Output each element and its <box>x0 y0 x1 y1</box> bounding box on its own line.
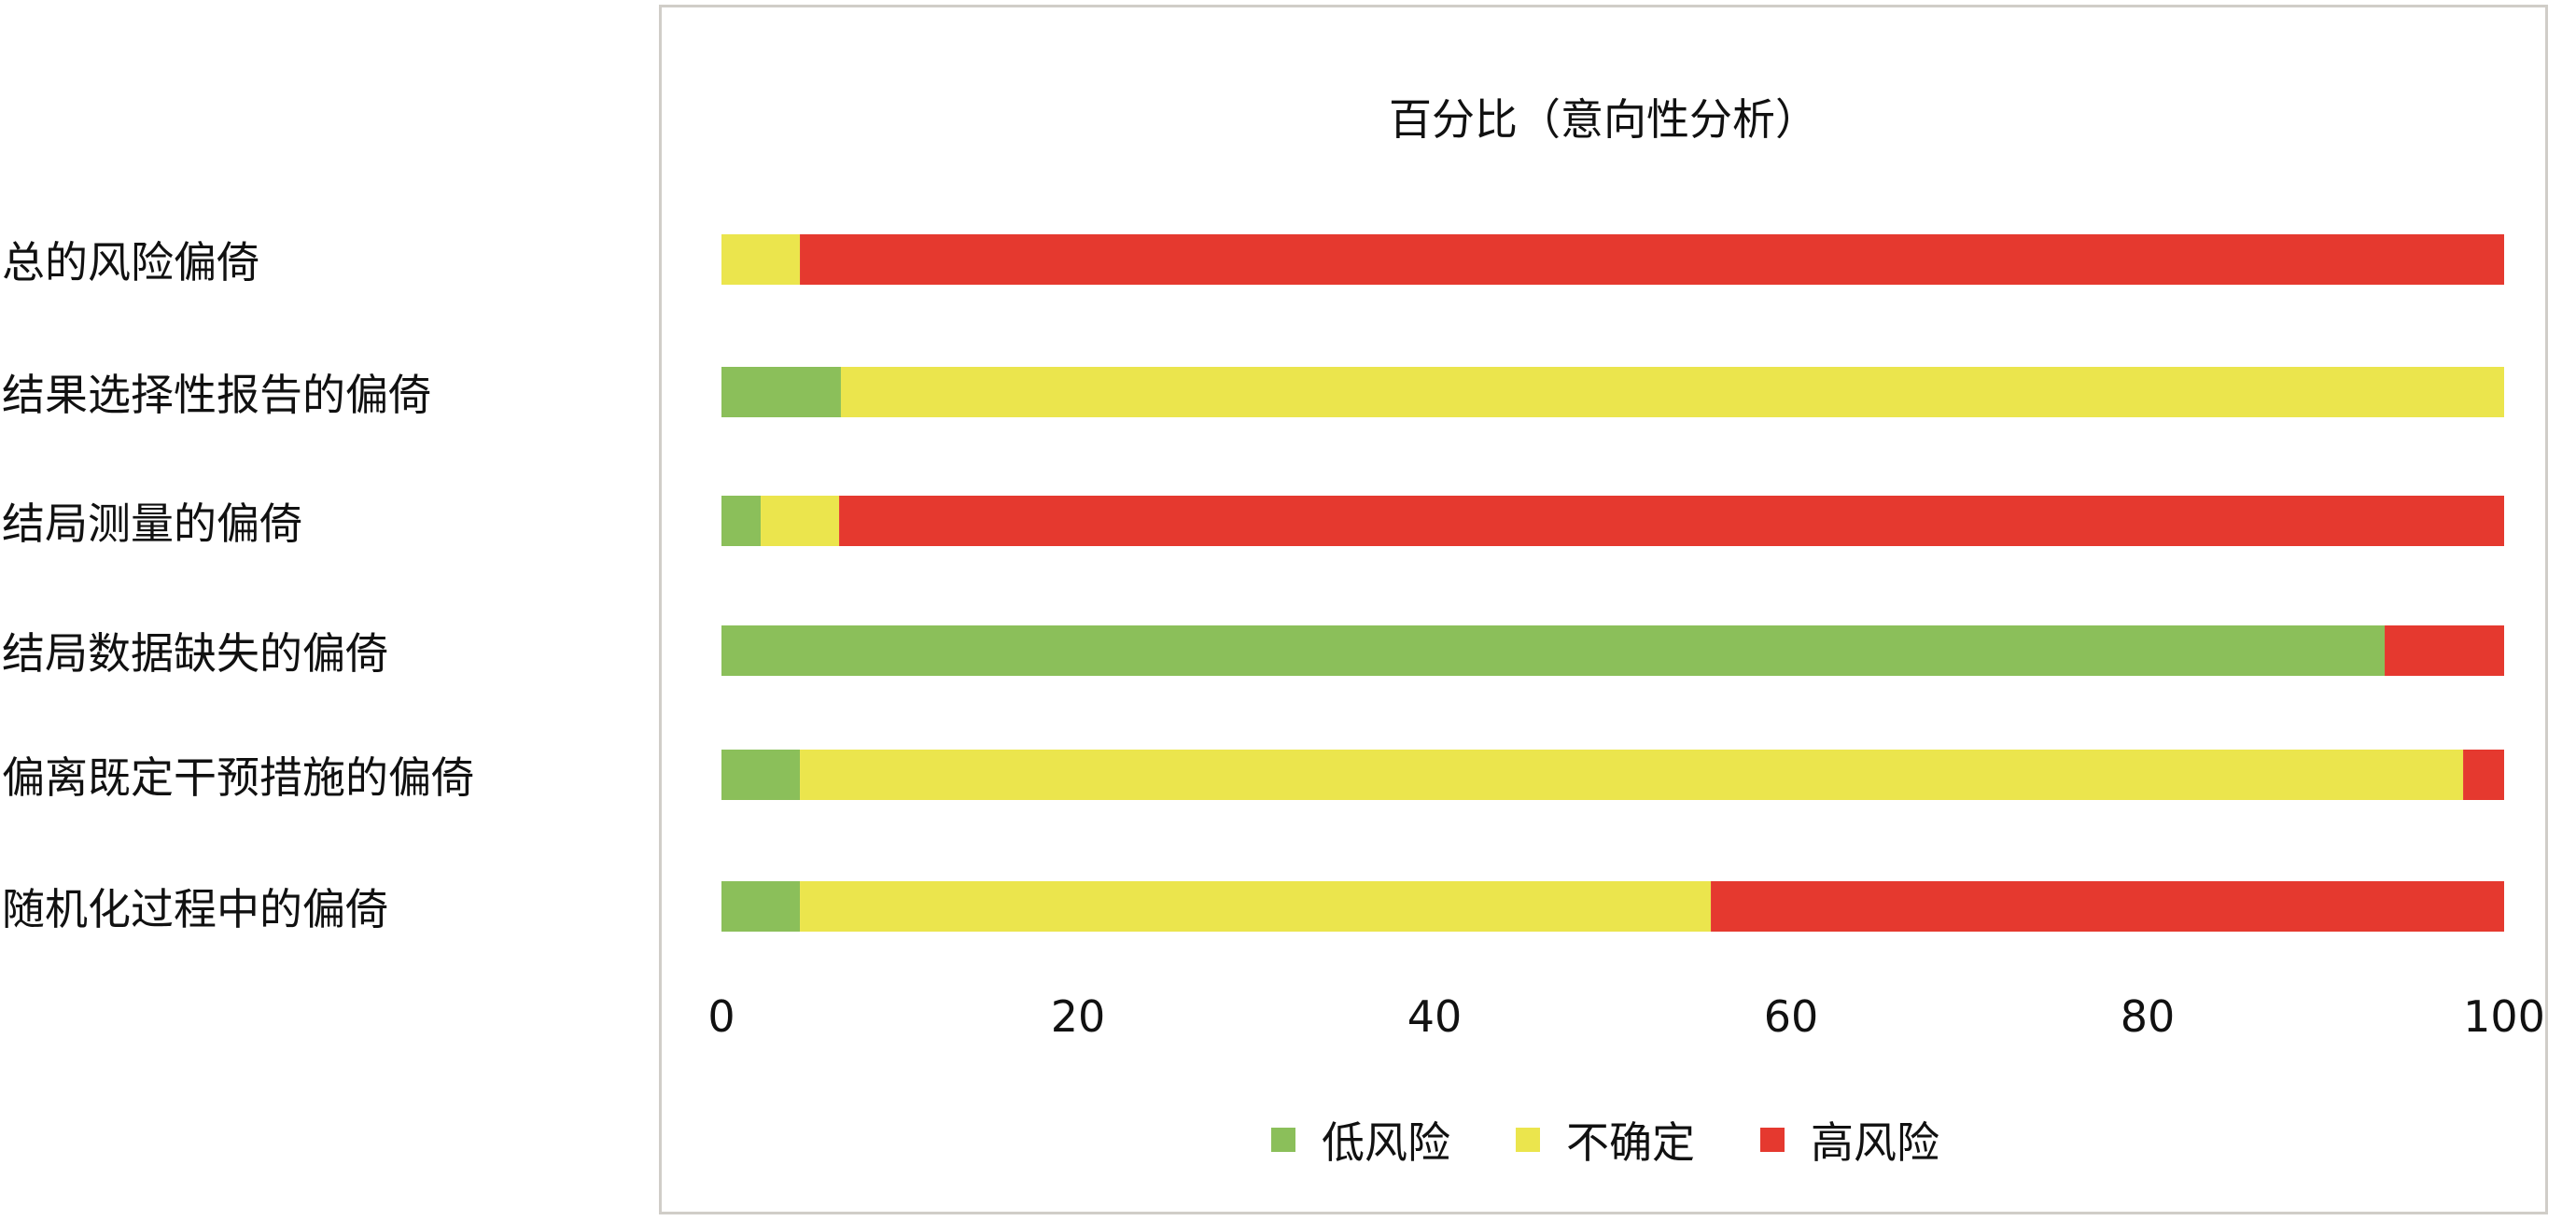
bar-segment <box>800 234 2504 285</box>
bar-segment <box>1711 881 2504 932</box>
bar-segment <box>721 234 801 285</box>
x-tick-label: 0 <box>707 991 735 1042</box>
category-label: 结局数据缺失的偏倚 <box>2 628 388 679</box>
x-tick-label: 40 <box>1407 991 1463 1042</box>
category-label: 结局测量的偏倚 <box>2 498 302 549</box>
legend-item: 低风险 <box>1271 1109 1450 1171</box>
category-label: 总的风险偏倚 <box>2 237 259 288</box>
bar-segment <box>2385 625 2504 676</box>
bar-segment <box>800 881 1712 932</box>
legend-swatch <box>1516 1128 1540 1152</box>
legend-label: 低风险 <box>1322 1117 1450 1168</box>
legend-swatch <box>1760 1128 1785 1152</box>
legend-label: 不确定 <box>1566 1117 1695 1168</box>
bar-segment <box>721 881 801 932</box>
chart-frame <box>659 5 2548 1214</box>
legend-swatch <box>1271 1128 1295 1152</box>
bar-segment <box>761 496 840 546</box>
bar-segment <box>721 367 841 417</box>
bar-segment <box>839 496 2504 546</box>
legend: 低风险 不确定 高风险 <box>0 1109 2576 1171</box>
x-tick-label: 20 <box>1050 991 1106 1042</box>
bar-segment <box>800 750 2464 800</box>
bar-segment <box>721 750 801 800</box>
legend-item: 高风险 <box>1760 1109 1939 1171</box>
bar-segment <box>721 625 2386 676</box>
category-label: 结果选择性报告的偏倚 <box>2 370 431 420</box>
bar-segment <box>2463 750 2504 800</box>
bar-segment <box>721 496 762 546</box>
chart-title: 百分比（意向性分析） <box>1389 94 1818 145</box>
legend-label: 高风险 <box>1811 1117 1939 1168</box>
legend-item: 不确定 <box>1516 1109 1695 1171</box>
category-label: 偏离既定干预措施的偏倚 <box>2 752 474 803</box>
x-tick-label: 100 <box>2463 991 2545 1042</box>
category-label: 随机化过程中的偏倚 <box>2 884 388 934</box>
x-tick-label: 80 <box>2120 991 2176 1042</box>
x-tick-label: 60 <box>1763 991 1819 1042</box>
bar-segment <box>840 367 2504 417</box>
